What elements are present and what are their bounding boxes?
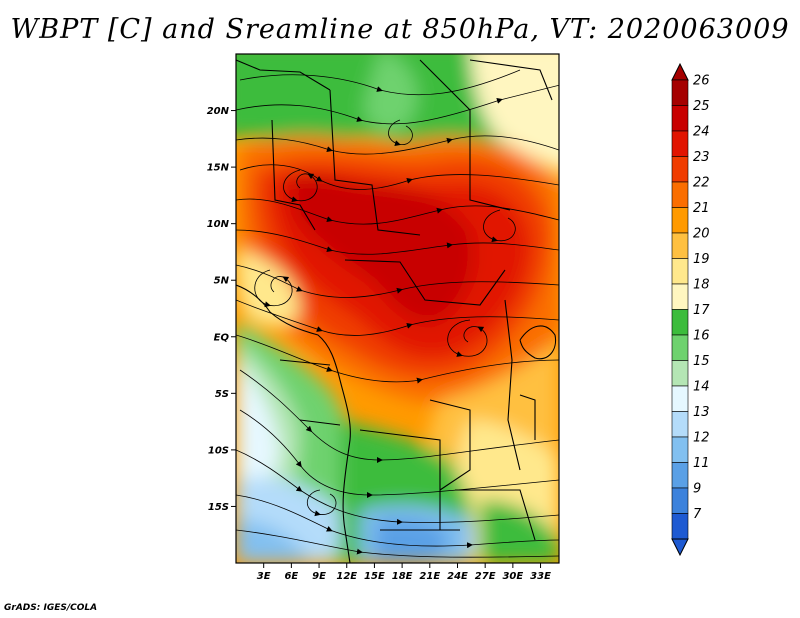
colorbar-label: 9: [693, 482, 701, 497]
colorbar-label: 22: [693, 176, 710, 191]
colorbar-swatch: [671, 360, 689, 387]
colorbar-label: 20: [693, 227, 710, 242]
lon-tick-label: 12E: [336, 571, 357, 582]
colorbar-swatch: [671, 232, 689, 259]
streamlines: [236, 69, 559, 558]
wbpt-field: [236, 54, 559, 563]
colorbar: 26 25 24 23 22 21 20 19 18 17 16 15 14 13 12 11 9 7: [671, 62, 710, 557]
lat-tick-label: 15S: [208, 502, 229, 513]
lat-tick-label: 10N: [207, 219, 230, 230]
colorbar-label: 11: [693, 456, 710, 471]
country-boundaries: [236, 59, 557, 563]
colorbar-label: 17: [693, 303, 710, 318]
colorbar-label: 12: [693, 431, 710, 446]
grads-credit: GrADS: IGES/COLA: [4, 603, 98, 613]
lon-tick-label: 3E: [257, 571, 271, 582]
lon-tick-label: 21E: [419, 571, 440, 582]
lat-tick-label: 5S: [215, 389, 229, 400]
lat-tick-label: 20N: [207, 106, 230, 117]
colorbar-label: 25: [693, 99, 710, 114]
colorbar-label: 15: [693, 354, 710, 369]
colorbar-swatch: [671, 79, 689, 106]
colorbar-label: 16: [693, 329, 710, 344]
colorbar-label: 13: [693, 405, 710, 420]
colorbar-swatch: [671, 462, 689, 489]
colorbar-swatch: [671, 156, 689, 183]
colorbar-swatch: [671, 385, 689, 412]
colorbar-swatch: [671, 334, 689, 361]
colorbar-label: 14: [693, 380, 710, 395]
colorbar-swatch: [671, 487, 689, 514]
lon-tick-label: 24E: [447, 571, 468, 582]
colorbar-label: 18: [693, 278, 710, 293]
longitude-axis: 3E 6E 9E 12E 15E 18E 21E 24E 27E 30E 33E: [257, 563, 551, 582]
colorbar-label: 7: [693, 507, 702, 522]
colorbar-bottom-arrow: [671, 538, 689, 557]
colorbar-swatch: [671, 181, 689, 208]
colorbar-label: 24: [693, 125, 710, 140]
colorbar-swatch: [671, 258, 689, 285]
lon-tick-label: 9E: [312, 571, 326, 582]
colorbar-label: 21: [693, 201, 710, 216]
colorbar-label: 19: [693, 252, 710, 267]
colorbar-swatch: [671, 207, 689, 234]
lon-tick-label: 30E: [502, 571, 523, 582]
colorbar-swatch: [671, 411, 689, 438]
colorbar-swatch: [671, 130, 689, 157]
lon-tick-label: 27E: [475, 571, 496, 582]
lat-tick-label: 10S: [208, 445, 229, 456]
lon-tick-label: 18E: [392, 571, 413, 582]
lat-tick-label: 15N: [207, 163, 230, 174]
lon-tick-label: 33E: [530, 571, 551, 582]
colorbar-label: 23: [693, 150, 710, 165]
lat-tick-label: EQ: [214, 332, 230, 343]
colorbar-swatch: [671, 309, 689, 336]
latitude-axis: 20N 15N 10N 5N EQ 5S 10S 15S: [207, 106, 236, 513]
lon-tick-label: 6E: [284, 571, 298, 582]
colorbar-swatch: [671, 436, 689, 463]
colorbar-swatch: [671, 283, 689, 310]
map-frame: [235, 53, 560, 564]
colorbar-top-arrow: [671, 62, 689, 81]
colorbar-label: 26: [693, 74, 710, 89]
map-title: WBPT [C] and Sreamline at 850hPa, VT: 20…: [10, 14, 790, 45]
colorbar-swatch: [671, 513, 689, 540]
lat-tick-label: 5N: [214, 276, 230, 287]
lon-tick-label: 15E: [364, 571, 385, 582]
colorbar-swatch: [671, 105, 689, 132]
